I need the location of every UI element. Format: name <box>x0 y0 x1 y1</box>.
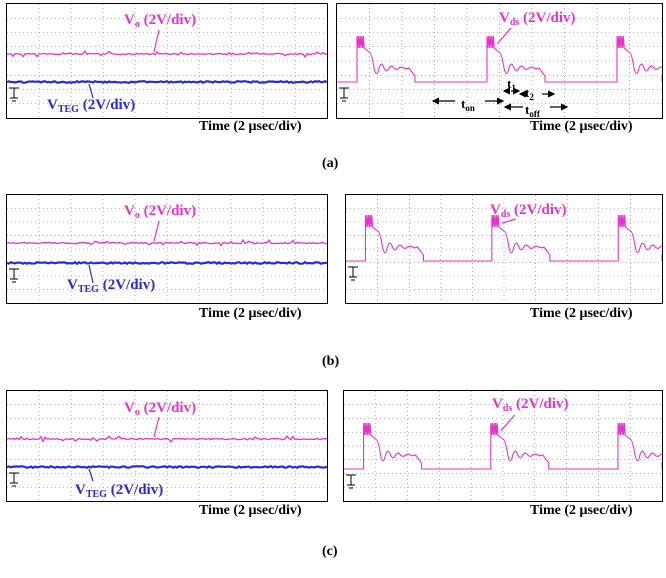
vo-pointer <box>153 416 160 438</box>
vo-label: Vo (2V/div) <box>124 12 197 30</box>
vds-pointer <box>500 414 516 432</box>
vds-label: Vds (2V/div) <box>490 202 567 220</box>
vds-pointer <box>501 218 517 224</box>
ground-marker <box>348 266 358 281</box>
vteg-trace <box>7 464 327 470</box>
ton-label: ton <box>461 96 475 113</box>
caption-b: (b) <box>322 354 340 369</box>
scope-trace-svg <box>344 391 662 501</box>
ground-marker <box>346 474 356 489</box>
scope-right-c: Vds (2V/div) <box>343 390 663 502</box>
vds-trace <box>344 422 662 470</box>
vteg-label: VTEG (2V/div) <box>47 97 136 115</box>
time-label-left-b: Time (2 μsec/div) <box>199 306 302 321</box>
t2-label: t2 <box>525 85 534 102</box>
scope-trace-svg <box>346 195 662 303</box>
ground-marker <box>339 87 349 102</box>
scope-left-c: Vo (2V/div) VTEG (2V/div) <box>6 390 328 502</box>
ground-marker <box>9 268 19 283</box>
vo-trace <box>7 238 327 247</box>
vds-trace <box>337 35 662 83</box>
vo-pointer <box>153 220 160 242</box>
vteg-pointer <box>88 264 94 284</box>
time-label-right-b: Time (2 μsec/div) <box>530 306 633 321</box>
vteg-trace <box>7 260 327 266</box>
scope-left-b: Vo (2V/div) VTEG (2V/div) <box>6 194 328 304</box>
scope-trace-svg <box>7 391 327 501</box>
vteg-label: VTEG (2V/div) <box>75 482 164 500</box>
time-label-left-a: Time (2 μsec/div) <box>199 119 302 134</box>
t1-label: t1 <box>507 76 516 93</box>
vo-trace <box>7 49 327 59</box>
scope-left-a: Vo (2V/div) VTEG (2V/div) <box>6 3 328 119</box>
caption-c: (c) <box>322 544 338 559</box>
time-label-left-c: Time (2 μsec/div) <box>199 503 302 518</box>
vo-trace <box>7 435 327 444</box>
vds-label: Vds (2V/div) <box>492 396 569 414</box>
vo-label: Vo (2V/div) <box>124 203 197 221</box>
time-label-right-a: Time (2 μsec/div) <box>530 119 633 134</box>
caption-a: (a) <box>322 156 339 171</box>
time-label-right-c: Time (2 μsec/div) <box>530 503 633 518</box>
scope-right-a: Vds (2V/div) t1 t2 ton toff <box>336 3 663 119</box>
vo-pointer <box>153 29 160 53</box>
vds-pointer <box>496 27 512 45</box>
vteg-label: VTEG (2V/div) <box>67 277 156 295</box>
vteg-pointer <box>88 83 94 99</box>
vds-trace <box>346 214 662 262</box>
toff-label: toff <box>525 102 540 119</box>
scope-trace-svg <box>7 195 327 303</box>
vteg-pointer <box>88 468 94 482</box>
vteg-trace <box>7 79 327 84</box>
scope-trace-svg <box>337 4 662 118</box>
scope-right-b: Vds (2V/div) <box>345 194 663 304</box>
vds-label: Vds (2V/div) <box>499 10 576 28</box>
ground-marker <box>9 472 19 487</box>
vo-label: Vo (2V/div) <box>124 400 197 418</box>
ground-marker <box>9 87 19 102</box>
scope-trace-svg <box>7 4 327 118</box>
